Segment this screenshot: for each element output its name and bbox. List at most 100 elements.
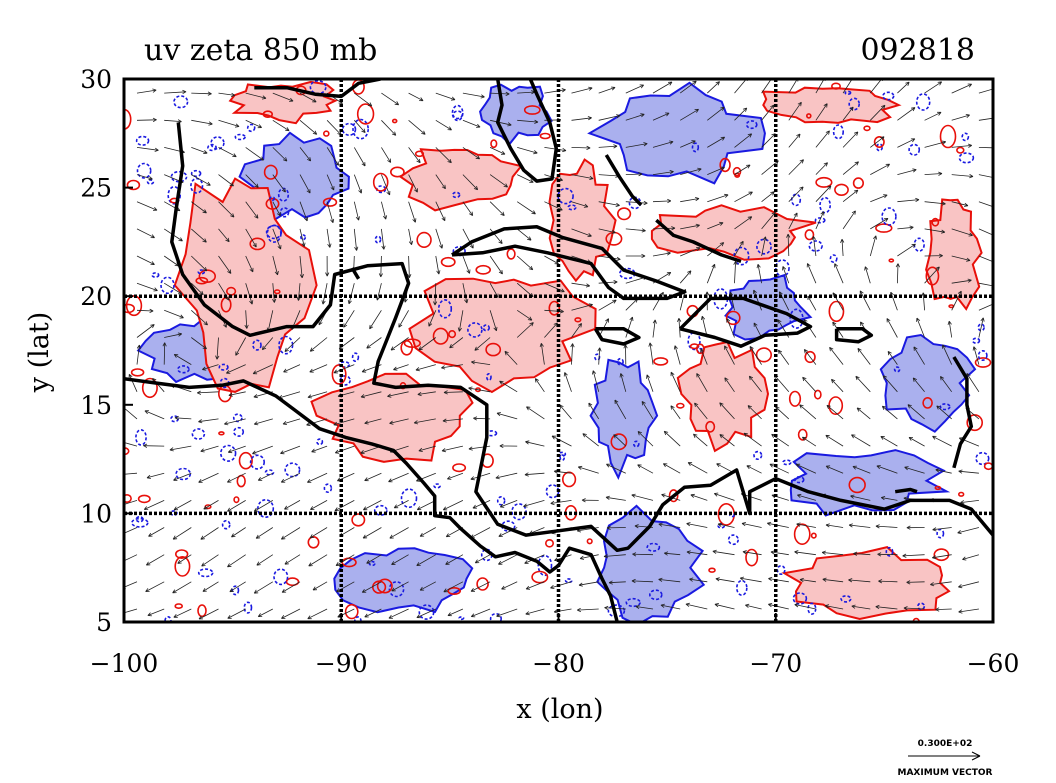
wind-vector [803,349,817,365]
negative-vorticity-region [479,83,553,146]
axis-ticks: −100 −90 −80 −70 −60 5 10 15 20 25 30 [80,65,1019,678]
wind-vector [881,405,898,420]
wind-vector [191,119,213,126]
contour-squiggle [485,342,502,357]
wind-vector [932,435,952,447]
wind-vector [799,577,816,583]
wind-vector [924,111,942,121]
contour-squiggle [805,113,812,119]
wind-vector [499,443,518,449]
wind-vector [525,440,545,447]
wind-vector [173,608,192,618]
wind-vector [680,197,700,203]
wind-vector [442,418,463,423]
wind-vector [658,522,681,528]
contour-squiggle [957,491,965,497]
contour-squiggle [233,426,245,437]
wind-vector [870,136,885,148]
wind-vector [613,434,627,447]
contour-squiggle [176,365,190,374]
y-tick-label: 10 [80,499,112,528]
wind-vector [470,608,491,618]
contour-squiggle [815,176,833,188]
wind-vector [694,402,708,420]
coastline [678,296,813,348]
wind-vector [419,527,436,537]
contour-squiggle [668,489,679,503]
wind-vector [685,602,708,610]
wind-vector [794,550,816,556]
wind-vector [272,92,294,102]
wind-vector [625,253,646,259]
wind-vector [768,576,789,583]
contour-squiggle [437,299,453,319]
wind-vector [623,344,628,365]
wind-vector [381,120,397,136]
wind-vector [903,606,925,611]
wind-vector [680,167,702,175]
wind-vector [924,140,947,148]
y-tick-label: 30 [80,65,112,94]
wind-vector [333,418,355,426]
wind-vector [435,147,452,164]
wind-vector [415,364,436,372]
contour-squiggle [735,579,748,597]
wind-vector [746,465,762,474]
wind-vector [252,445,273,455]
wind-vector [489,310,498,332]
contour-squiggle [416,231,432,248]
wind-vector [255,527,274,539]
contour-squiggle [844,90,852,96]
wind-vector [598,114,621,121]
contour-squiggle [557,187,574,205]
contour-squiggle [863,125,871,132]
wind-vector [734,164,751,175]
vector-legend-value: 0.300E+02 [918,739,973,749]
wind-vector [635,604,654,610]
contour-squiggle [936,528,945,539]
wind-vector [851,604,871,610]
wind-vector [743,432,762,447]
wind-vector [550,500,572,506]
wind-vector [326,147,339,166]
wind-vector [191,310,208,326]
wind-vector [201,554,219,567]
contour-squiggle [616,357,624,366]
wind-vector [670,405,681,420]
wind-vector [474,337,491,351]
contour-squiggle [126,179,141,191]
wind-vector [897,168,917,175]
wind-vector [652,319,657,338]
contour-squiggle [376,578,393,594]
wind-vector [284,500,301,510]
wind-vector [218,228,230,243]
contour-squiggle [745,548,759,567]
contour-squiggle [974,357,992,368]
wind-vector [524,472,545,477]
wind-vector [625,84,645,94]
wind-vector [462,201,474,216]
coastline [124,376,619,622]
wind-vector [897,197,920,203]
wind-vector [897,225,914,230]
wind-vector [712,549,735,556]
wind-vector [972,346,980,365]
wind-vector [796,522,816,528]
wind-vector [931,554,952,560]
contour-squiggle [265,224,283,240]
wind-vector [136,174,153,181]
contour-squiggle [793,523,811,546]
wind-vector [978,117,993,121]
wind-vector [916,317,925,338]
contour-squiggle [252,339,262,351]
wind-vector [280,445,301,455]
wind-vector [815,162,828,175]
wind-vector [218,255,232,274]
wind-vector [700,348,708,365]
wind-vector [366,337,382,349]
wind-vector [299,201,308,222]
wind-vector [124,608,138,614]
wind-vector [462,283,469,304]
wind-vector [435,201,446,222]
contour-squiggle [788,390,802,407]
